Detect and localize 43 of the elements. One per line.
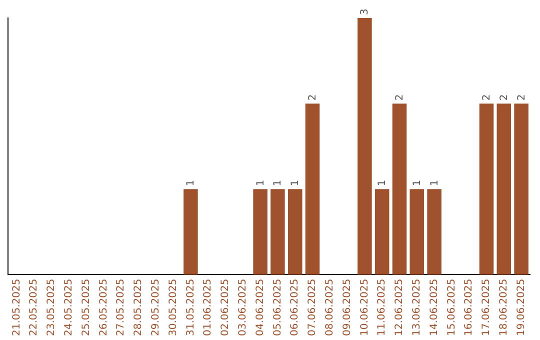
data-label: 1 [272,180,284,186]
x-tick-label: 28.05.2025 [133,278,144,336]
x-tick-label: 07.06.2025 [307,278,318,336]
x-tick-label: 06.06.2025 [290,278,301,336]
x-tick-label: 31.05.2025 [185,278,196,336]
x-tick-label: 29.05.2025 [150,278,162,336]
data-label: 3 [360,8,371,15]
x-tick-label: 12.06.2025 [394,278,406,336]
x-tick-label: 13.06.2025 [411,278,422,336]
x-tick-label: 03.06.2025 [237,278,248,336]
data-label: 1 [255,180,266,186]
data-label: 1 [186,180,197,186]
x-tick-label: 16.06.2025 [464,278,475,336]
x-tick-label: 08.06.2025 [324,278,336,336]
data-label: 1 [290,180,302,186]
data-label: 2 [482,94,492,101]
x-tick-label: 15.06.2025 [446,278,458,336]
data-label: 1 [429,180,440,186]
x-tick-label: 26.05.2025 [98,278,110,336]
x-tick-label: 17.06.2025 [481,278,492,336]
x-tick-label: 05.06.2025 [272,278,284,336]
x-tick-label: 30.05.2025 [168,278,179,336]
x-tick-label: 19.06.2025 [516,278,527,336]
x-tick-label: 04.06.2025 [254,278,266,336]
x-tick-label: 01.06.2025 [202,278,214,336]
x-tick-label: 14.06.2025 [428,278,440,336]
x-tick-label: 25.05.2025 [80,278,92,336]
data-label: 2 [498,94,510,101]
x-tick-label: 24.05.2025 [63,278,74,336]
x-tick-label: 22.05.2025 [28,278,40,336]
data-label: 2 [308,94,318,101]
x-tick-label: 11.06.2025 [376,278,388,336]
x-tick-label: 21.05.2025 [11,278,22,336]
data-label: 1 [377,180,388,186]
x-tick-label: 27.05.2025 [116,278,127,336]
data-label: 1 [412,180,423,186]
x-tick-label: 02.06.2025 [220,278,232,336]
x-tick-label: 18.06.2025 [498,278,510,336]
data-label: 2 [394,94,406,101]
x-tick-label: 09.06.2025 [342,278,353,336]
x-tick-label: 23.05.2025 [46,278,58,336]
x-tick-label: 10.06.2025 [359,278,370,336]
data-label: 2 [516,94,528,101]
